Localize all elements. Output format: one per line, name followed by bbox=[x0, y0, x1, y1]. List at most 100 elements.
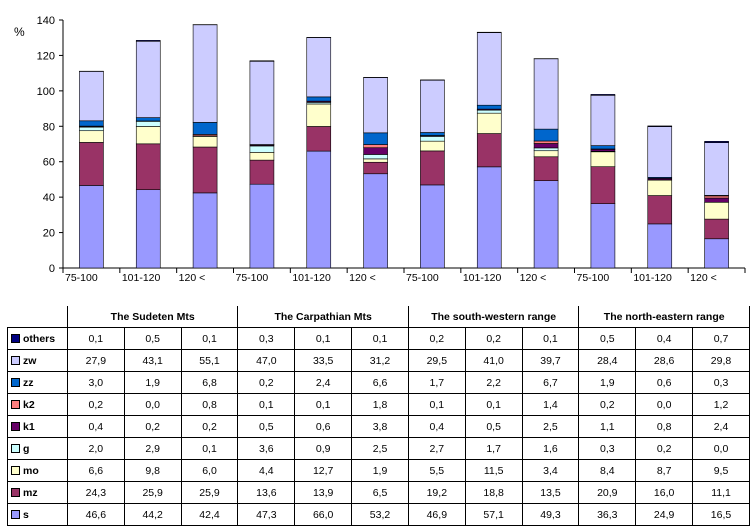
table-corner-cell bbox=[8, 306, 68, 328]
y-tick-label: 80 bbox=[43, 121, 55, 133]
bar-segment-mo bbox=[364, 159, 388, 162]
group-label: The Carpathian Mts bbox=[238, 306, 408, 328]
bar-segment-others bbox=[648, 126, 672, 127]
table-cell: 6,6 bbox=[67, 460, 124, 482]
legend-swatch-g bbox=[11, 444, 20, 453]
table-cell: 47,3 bbox=[238, 504, 295, 526]
table-cell: 36,3 bbox=[579, 504, 636, 526]
table-cell: 39,7 bbox=[522, 350, 579, 372]
table-cell: 0,1 bbox=[238, 394, 295, 416]
table-cell: 0,3 bbox=[579, 438, 636, 460]
table-cell: 0,2 bbox=[408, 328, 465, 350]
bar-segment-s bbox=[136, 190, 160, 268]
table-cell: 0,6 bbox=[295, 416, 352, 438]
bar-segment-mo bbox=[193, 136, 217, 147]
table-cell: 55,1 bbox=[181, 350, 238, 372]
category-label: 120 < bbox=[690, 272, 717, 284]
bar-segment-mo bbox=[79, 131, 103, 143]
y-tick-label: 140 bbox=[37, 15, 55, 27]
bar-segment-mo bbox=[591, 152, 615, 167]
table-cell: 8,4 bbox=[579, 460, 636, 482]
bar-segment-mz bbox=[420, 151, 444, 185]
category-label: 120 < bbox=[520, 272, 547, 284]
bar-segment-zz bbox=[591, 146, 615, 149]
bar-segment-s bbox=[307, 151, 331, 268]
category-label: 101-120 bbox=[292, 272, 331, 284]
series-name: zz bbox=[23, 377, 34, 389]
bar-segment-s bbox=[534, 181, 558, 268]
table-cell: 6,7 bbox=[522, 372, 579, 394]
bar-segment-others bbox=[705, 141, 729, 142]
legend-swatch-k1 bbox=[11, 422, 20, 431]
category-label: 75-100 bbox=[577, 272, 610, 284]
bar-segment-zz bbox=[79, 121, 103, 126]
bar-segment-zw bbox=[477, 33, 501, 106]
table-cell: 0,3 bbox=[238, 328, 295, 350]
legend-swatch-zz bbox=[11, 378, 20, 387]
legend-swatch-zw bbox=[11, 356, 20, 365]
table-cell: 0,4 bbox=[67, 416, 124, 438]
table-cell: 0,2 bbox=[124, 416, 181, 438]
bar-segment-k2 bbox=[364, 145, 388, 148]
table-cell: 0,4 bbox=[408, 416, 465, 438]
bar-segment-zz bbox=[364, 133, 388, 145]
table-cell: 1,8 bbox=[352, 394, 409, 416]
series-label: mz bbox=[8, 482, 68, 504]
bar-segment-g bbox=[477, 110, 501, 113]
table-cell: 1,2 bbox=[693, 394, 750, 416]
table-cell: 0,8 bbox=[636, 416, 693, 438]
bar-segment-mo bbox=[307, 104, 331, 126]
table-cell: 31,2 bbox=[352, 350, 409, 372]
table-cell: 2,7 bbox=[408, 438, 465, 460]
table-cell: 0,1 bbox=[67, 328, 124, 350]
table-cell: 1,6 bbox=[522, 438, 579, 460]
bar-segment-mz bbox=[307, 126, 331, 151]
bar-segment-mz bbox=[136, 144, 160, 190]
table-cell: 16,0 bbox=[636, 482, 693, 504]
series-label: zw bbox=[8, 350, 68, 372]
series-label: zz bbox=[8, 372, 68, 394]
legend-swatch-s bbox=[11, 510, 20, 519]
table-cell: 12,7 bbox=[295, 460, 352, 482]
table-cell: 6,8 bbox=[181, 372, 238, 394]
table-cell: 0,5 bbox=[465, 416, 522, 438]
bar-segment-zw bbox=[136, 41, 160, 117]
table-cell: 47,0 bbox=[238, 350, 295, 372]
table-cell: 0,2 bbox=[579, 394, 636, 416]
bar-segment-s bbox=[705, 239, 729, 268]
bar-segment-mo bbox=[420, 141, 444, 151]
bar-segment-others bbox=[250, 61, 274, 62]
table-cell: 2,2 bbox=[465, 372, 522, 394]
category-label: 75-100 bbox=[236, 272, 269, 284]
y-tick-label: 60 bbox=[43, 157, 55, 169]
bar-segment-others bbox=[591, 94, 615, 95]
bar-segment-zz bbox=[420, 132, 444, 135]
table-cell: 53,2 bbox=[352, 504, 409, 526]
bar-segment-g bbox=[364, 154, 388, 158]
bar-segment-zw bbox=[648, 127, 672, 178]
table-cell: 8,7 bbox=[636, 460, 693, 482]
category-label: 75-100 bbox=[65, 272, 98, 284]
bar-segment-mz bbox=[193, 147, 217, 193]
group-label: The north-eastern range bbox=[579, 306, 750, 328]
table-cell: 0,7 bbox=[693, 328, 750, 350]
series-label: k2 bbox=[8, 394, 68, 416]
bar-segment-zw bbox=[591, 95, 615, 145]
table-cell: 0,1 bbox=[465, 394, 522, 416]
table-cell: 0,5 bbox=[124, 328, 181, 350]
table-cell: 49,3 bbox=[522, 504, 579, 526]
table-cell: 2,5 bbox=[352, 438, 409, 460]
table-cell: 19,2 bbox=[408, 482, 465, 504]
y-tick-label: 120 bbox=[37, 50, 55, 62]
y-tick-label: 20 bbox=[43, 228, 55, 240]
bar-segment-k1 bbox=[705, 198, 729, 202]
bar-segment-zw bbox=[705, 143, 729, 196]
table-cell: 3,4 bbox=[522, 460, 579, 482]
table-cell: 1,4 bbox=[522, 394, 579, 416]
series-name: s bbox=[23, 509, 29, 521]
